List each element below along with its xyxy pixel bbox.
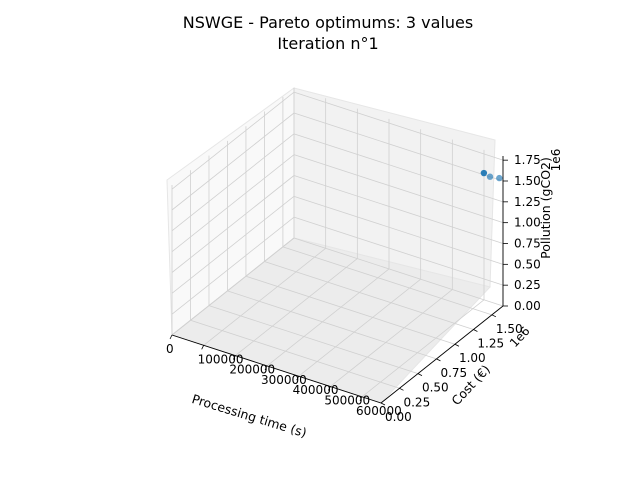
z-gridline-back: [293, 237, 504, 307]
y-tick-mark: [454, 343, 460, 347]
z-tick-label: 0.00: [514, 299, 541, 313]
z-gridline-left: [171, 175, 295, 273]
data-points: [480, 169, 503, 182]
tick-labels: 01000002000003000004000005000006000000.0…: [166, 153, 541, 424]
y-tick-label: 0.00: [385, 410, 412, 424]
z-offset-label: 1e6: [549, 149, 563, 172]
y-gridline: [264, 261, 474, 330]
x-gridline: [203, 247, 326, 346]
z-tick-label: 0.25: [514, 278, 541, 292]
y-tick-label: 1.00: [459, 351, 486, 365]
y-gridline: [190, 319, 400, 389]
z-gridline-back: [293, 154, 504, 224]
y-tick-mark: [417, 373, 423, 376]
x-tick-label: 200000: [229, 363, 275, 377]
x-tick-label: 100000: [198, 352, 244, 366]
z-gridline-left: [171, 196, 295, 294]
data-point: [486, 173, 494, 180]
y-gridline: [245, 275, 456, 345]
x-tick-label: 300000: [261, 373, 307, 387]
y-gridline: [208, 305, 419, 374]
z-gridline-back: [293, 195, 504, 265]
x-gridline: [361, 299, 485, 398]
y-tick-label: 1.50: [496, 322, 523, 336]
z-gridline-back: [293, 175, 504, 244]
z-tick-label: 0.75: [514, 237, 541, 251]
x-tick-label: 600000: [356, 404, 402, 418]
y-gridline: [282, 246, 493, 316]
grid-lines: [171, 88, 504, 404]
y-axis-line: [380, 305, 504, 404]
z-gridline-back: [293, 91, 504, 161]
y-tick-mark: [380, 402, 386, 406]
z-gridline-back: [293, 112, 504, 182]
data-point: [480, 169, 488, 177]
x-tick-mark: [264, 365, 268, 371]
axis-lines: [169, 156, 508, 406]
z-gridline-left: [171, 112, 295, 211]
x-tick-label: 400000: [293, 383, 339, 397]
x-tick-mark: [296, 376, 300, 381]
z-gridline-back: [293, 133, 504, 203]
y-tick-label: 0.75: [440, 366, 467, 380]
x-tick-mark: [232, 355, 236, 360]
chart-subtitle: Iteration n°1: [277, 34, 378, 53]
x-tick-mark: [201, 345, 205, 350]
chart-title: NSWGE - Pareto optimums: 3 values: [183, 13, 473, 32]
x-tick-label: 500000: [324, 394, 370, 408]
x-gridline: [298, 278, 421, 377]
x-tick-mark: [169, 334, 173, 340]
x-tick-mark: [359, 396, 363, 401]
data-point: [496, 174, 503, 182]
z-tick-label: 1.50: [514, 174, 541, 188]
y-tick-label: 0.25: [403, 395, 430, 409]
z-gridline-left: [171, 216, 295, 315]
z-gridline-left: [171, 154, 295, 252]
y-tick-label: 1.25: [477, 337, 504, 351]
z-tick-label: 1.75: [514, 153, 541, 167]
y-gridline: [227, 290, 437, 360]
z-tick-label: 1.00: [514, 216, 541, 230]
x-tick-mark: [327, 386, 331, 391]
z-tick-label: 0.50: [514, 257, 541, 271]
y-tick-mark: [473, 329, 478, 332]
x-gridline: [330, 289, 453, 387]
y-tick-mark: [491, 314, 497, 318]
x-gridline: [235, 258, 358, 356]
z-gridline-left: [171, 237, 295, 336]
x-gridline: [266, 268, 390, 367]
z-tick-label: 1.25: [514, 195, 541, 209]
y-tick-label: 0.50: [422, 381, 449, 395]
z-gridline-back: [293, 216, 504, 286]
z-gridline-left: [171, 91, 295, 190]
z-axis-label: Pollution (gCO2): [538, 157, 553, 259]
y-tick-mark: [399, 387, 404, 391]
x-axis-label: Processing time (s): [190, 391, 308, 440]
x-tick-label: 0: [166, 342, 174, 356]
y-tick-mark: [436, 358, 441, 362]
z-gridline-left: [171, 133, 295, 232]
x-axis-line: [171, 334, 382, 404]
